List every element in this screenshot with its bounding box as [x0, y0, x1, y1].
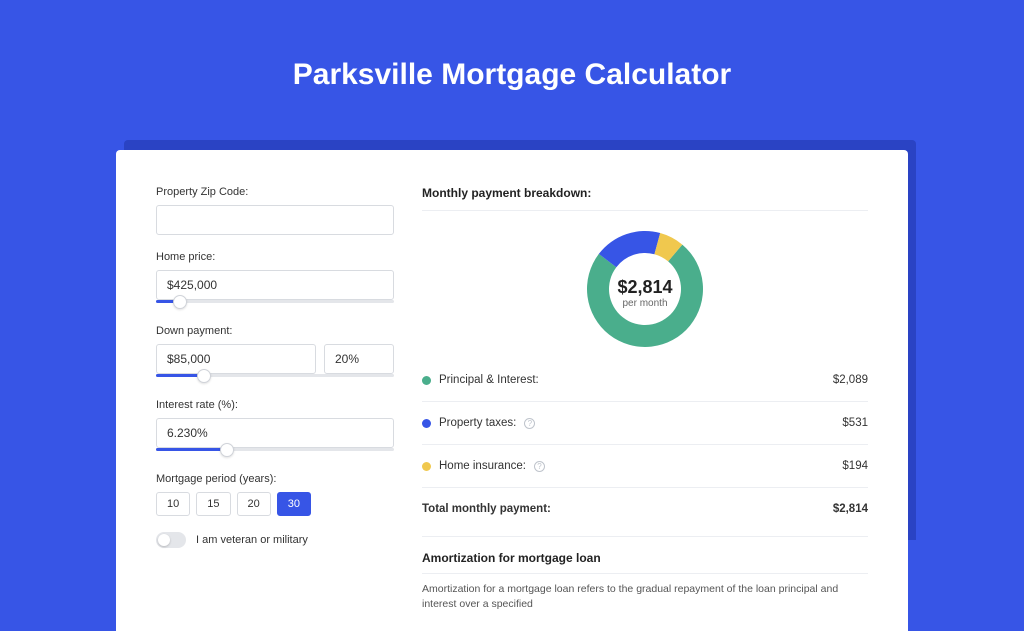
veteran-toggle-row: I am veteran or military [156, 532, 394, 548]
home-price-slider[interactable] [156, 300, 394, 303]
legend-row: Principal & Interest: $2,089 [422, 367, 868, 393]
interest-rate-slider[interactable] [156, 448, 394, 451]
breakdown-title: Monthly payment breakdown: [422, 186, 868, 200]
divider [422, 444, 868, 445]
calculator-card: Property Zip Code: Home price: Down paym… [116, 150, 908, 631]
legend-label: Principal & Interest: [439, 374, 539, 386]
legend-row-total: Total monthly payment: $2,814 [422, 496, 868, 522]
interest-rate-input[interactable] [156, 418, 394, 448]
divider [422, 573, 868, 574]
down-payment-field-group: Down payment: [156, 325, 394, 377]
period-button-10[interactable]: 10 [156, 492, 190, 516]
legend-dot-icon [422, 376, 431, 385]
veteran-toggle[interactable] [156, 532, 186, 548]
home-price-label: Home price: [156, 251, 394, 263]
breakdown-column: Monthly payment breakdown: $2,814 per mo… [422, 186, 868, 611]
form-column: Property Zip Code: Home price: Down paym… [156, 186, 394, 611]
legend-dot-icon [422, 419, 431, 428]
legend-row: Property taxes:? $531 [422, 410, 868, 436]
amortization-text: Amortization for a mortgage loan refers … [422, 582, 868, 611]
period-button-20[interactable]: 20 [237, 492, 271, 516]
donut-center: $2,814 per month [617, 277, 672, 309]
interest-rate-field-group: Interest rate (%): [156, 399, 394, 451]
down-payment-label: Down payment: [156, 325, 394, 337]
donut-center-amount: $2,814 [617, 277, 672, 298]
legend-total-label: Total monthly payment: [422, 503, 551, 515]
home-price-field-group: Home price: [156, 251, 394, 303]
veteran-toggle-label: I am veteran or military [196, 534, 308, 546]
divider [422, 210, 868, 211]
legend-value: $194 [842, 460, 868, 472]
donut-center-sub: per month [617, 298, 672, 309]
info-icon[interactable]: ? [534, 461, 545, 472]
legend-row: Home insurance:? $194 [422, 453, 868, 479]
period-options: 1015 2030 [156, 492, 394, 516]
zip-label: Property Zip Code: [156, 186, 394, 198]
down-payment-pct-input[interactable] [324, 344, 394, 374]
legend-label: Home insurance: [439, 460, 526, 472]
legend-label: Property taxes: [439, 417, 516, 429]
legend-dot-icon [422, 462, 431, 471]
period-button-30[interactable]: 30 [277, 492, 311, 516]
amortization-title: Amortization for mortgage loan [422, 551, 868, 565]
period-label: Mortgage period (years): [156, 473, 394, 485]
info-icon[interactable]: ? [524, 418, 535, 429]
interest-rate-slider-fill [156, 448, 227, 451]
zip-field-group: Property Zip Code: [156, 186, 394, 235]
down-payment-amount-input[interactable] [156, 344, 316, 374]
period-field-group: Mortgage period (years): 1015 2030 [156, 473, 394, 516]
down-payment-slider[interactable] [156, 374, 394, 377]
divider [422, 536, 868, 537]
divider [422, 401, 868, 402]
zip-input[interactable] [156, 205, 394, 235]
legend-value: $531 [842, 417, 868, 429]
period-button-15[interactable]: 15 [196, 492, 230, 516]
interest-rate-slider-handle[interactable] [220, 443, 234, 457]
divider [422, 487, 868, 488]
down-payment-slider-handle[interactable] [197, 369, 211, 383]
page-title: Parksville Mortgage Calculator [0, 0, 1024, 118]
home-price-slider-handle[interactable] [173, 295, 187, 309]
interest-rate-label: Interest rate (%): [156, 399, 394, 411]
legend-total-value: $2,814 [833, 503, 868, 515]
legend-value: $2,089 [833, 374, 868, 386]
donut-chart: $2,814 per month [422, 219, 868, 367]
home-price-input[interactable] [156, 270, 394, 300]
